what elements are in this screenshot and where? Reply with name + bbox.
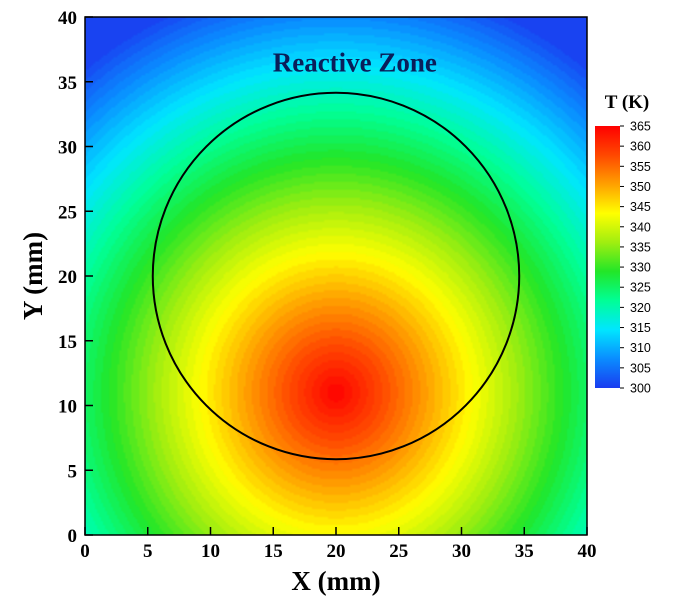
y-tick-label: 0 xyxy=(68,526,78,547)
y-tick-label: 20 xyxy=(58,267,77,288)
x-tick-label: 25 xyxy=(389,541,408,562)
x-tick-label: 0 xyxy=(80,541,90,562)
x-axis: 0 5 10 15 20 25 30 35 40 xyxy=(80,527,597,562)
x-tick-label: 5 xyxy=(143,541,153,562)
colorbar-tick-label: 305 xyxy=(630,361,651,375)
y-tick-label: 10 xyxy=(58,397,77,418)
colorbar-tick-label: 315 xyxy=(630,321,651,335)
y-axis-label: Y (mm) xyxy=(18,232,48,320)
colorbar-tick-label: 355 xyxy=(630,160,651,174)
colorbar-tick-label: 345 xyxy=(630,200,651,214)
y-tick-label: 5 xyxy=(68,461,78,482)
x-axis-label: X (mm) xyxy=(291,566,380,596)
colorbar-gradient xyxy=(595,126,620,388)
y-tick-label: 35 xyxy=(58,73,77,94)
x-tick-label: 15 xyxy=(264,541,283,562)
x-tick-label: 30 xyxy=(452,541,471,562)
x-tick-label: 35 xyxy=(515,541,534,562)
colorbar-tick-label: 325 xyxy=(630,281,651,295)
colorbar-ticks: 365 360 355 350 345 340 335 330 325 320 315 310 305 3… xyxy=(620,120,651,396)
colorbar-tick-label: 300 xyxy=(630,382,651,396)
reactive-zone-label: Reactive Zone xyxy=(273,47,437,77)
x-tick-label: 10 xyxy=(201,541,220,562)
x-tick-label: 20 xyxy=(327,541,346,562)
reactive-zone-circle xyxy=(151,91,521,461)
colorbar-tick-label: 365 xyxy=(630,120,651,134)
colorbar-tick-label: 335 xyxy=(630,240,651,254)
colorbar-tick-label: 350 xyxy=(630,180,651,194)
colorbar-tick-label: 360 xyxy=(630,140,651,154)
colorbar-tick-label: 320 xyxy=(630,301,651,315)
colorbar-title: T (K) xyxy=(605,92,650,113)
colorbar-tick-label: 310 xyxy=(630,341,651,355)
x-tick-label: 40 xyxy=(578,541,597,562)
y-tick-label: 25 xyxy=(58,202,77,223)
colorbar-tick-label: 330 xyxy=(630,261,651,275)
y-axis: 0 5 10 15 20 25 30 35 40 xyxy=(58,8,93,547)
y-tick-label: 30 xyxy=(58,138,77,159)
y-tick-label: 15 xyxy=(58,332,77,353)
colorbar: T (K) 3653603553503453403353303253203153… xyxy=(595,92,651,396)
plot-area xyxy=(84,16,588,536)
colorbar-tick-label: 340 xyxy=(630,220,651,234)
y-tick-label: 40 xyxy=(58,8,77,29)
temperature-field xyxy=(85,17,587,535)
